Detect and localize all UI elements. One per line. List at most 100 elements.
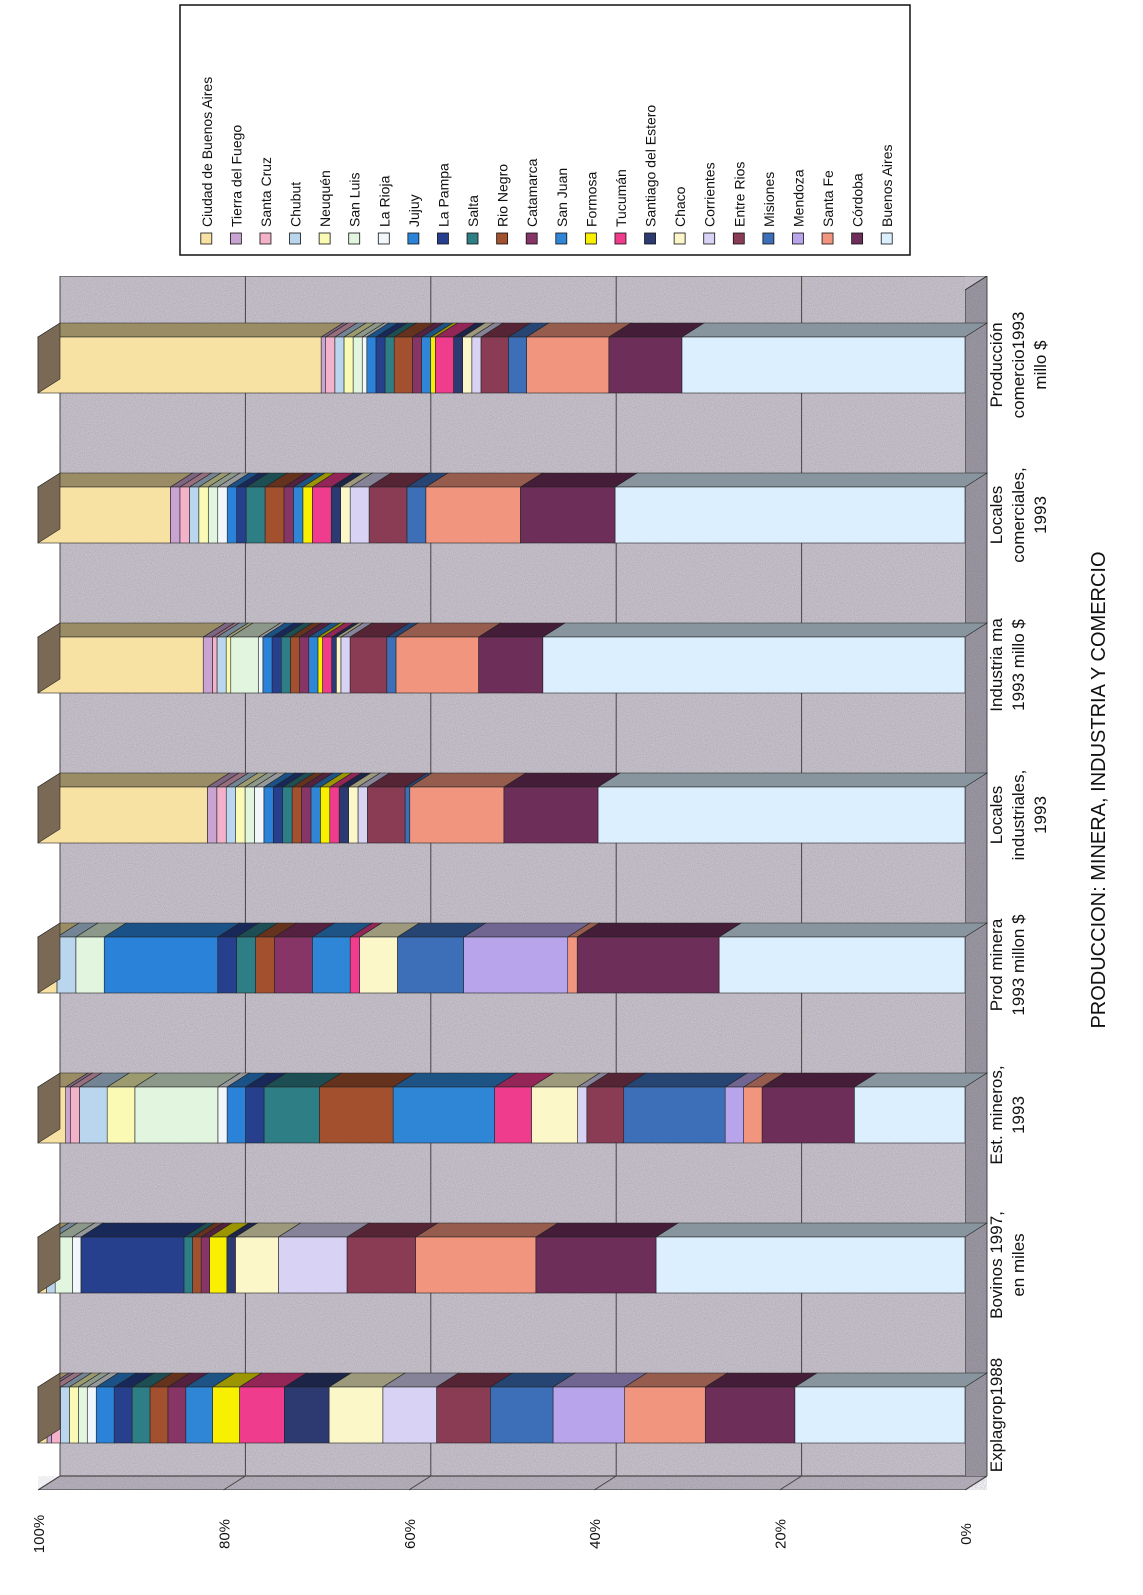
bar-segment-chubut <box>78 1072 131 1144</box>
y-tick-label: 80% <box>216 1519 233 1549</box>
legend-label: Mendoza <box>790 169 806 227</box>
legend-label: San Juan <box>554 168 570 227</box>
legend-label: Santa Cruz <box>258 157 274 227</box>
bar-segment-la-pampa <box>79 1222 207 1294</box>
gridline-side-20 <box>779 1475 802 1491</box>
side-wall <box>36 1475 989 1491</box>
legend-item-corrientes: Corrientes <box>702 162 718 245</box>
legend-swatch <box>407 232 420 245</box>
bar-segment-buenos-aires <box>613 472 989 544</box>
legend-label: Ciudad de Buenos Aires <box>199 77 215 227</box>
legend: Ciudad de Buenos Aires Tierra del Fuego Sa… <box>179 4 911 256</box>
legend-item-ciudad-de-buenos-aires: Ciudad de Buenos Aires <box>199 77 215 245</box>
bar-segment-misiones <box>622 1072 749 1144</box>
bar-cap <box>37 622 61 694</box>
gridline-side-80 <box>223 1475 246 1491</box>
legend-swatch <box>348 232 361 245</box>
legend-swatch <box>555 232 568 245</box>
legend-label: Jujuy <box>406 194 422 227</box>
legend-item-san-juan: San Juan <box>554 168 570 245</box>
bar-segment-tucuman <box>238 1372 308 1444</box>
bar-industria-ma-1993-millo <box>36 622 989 694</box>
legend-item-rio-negro: Rio Negro <box>495 164 511 245</box>
legend-item-santiago-del-estero: Santiago del Estero <box>643 105 659 245</box>
bar-segment-salta <box>262 1072 343 1144</box>
legend-item-chaco: Chaco <box>672 186 688 245</box>
bar-segment-chaco <box>328 1372 406 1444</box>
bar-segment-buenos-aires <box>718 922 989 994</box>
legend-swatch <box>584 232 597 245</box>
x-tick-label: Est. mineros, 1993 <box>987 1065 1028 1164</box>
bar-segment-rio-negro <box>254 922 298 994</box>
legend-swatch <box>851 232 864 245</box>
bar-segment-san-luis <box>229 622 282 694</box>
legend-item-cordoba: Córdoba <box>850 173 866 245</box>
legend-swatch <box>525 232 538 245</box>
bar-segment-chaco <box>234 1222 302 1294</box>
bar-segment-la-pampa <box>113 1372 156 1444</box>
bar-segment-chaco <box>358 922 421 994</box>
back-wall <box>59 275 988 1477</box>
bar-segment-santa-fe <box>408 772 527 844</box>
bar-segment-tucuman <box>321 622 355 694</box>
bar-segment-misiones <box>396 922 487 994</box>
legend-swatch <box>289 232 301 245</box>
legend-label: Neuquén <box>317 170 333 227</box>
legend-item-santa-cruz: Santa Cruz <box>258 157 274 245</box>
plot-area: 0% 20% 40% 60% 80% 100% Explagrop1988 Bovinos 1… <box>31 275 1050 1553</box>
bar-segment-cordoba <box>607 322 705 394</box>
legend-item-la-pampa: La Pampa <box>435 163 451 245</box>
bar-segment-san-luis <box>133 1072 241 1144</box>
legend-item-tierra-del-fuego: Tierra del Fuego <box>228 125 244 245</box>
bar-segment-buenos-aires <box>853 1072 989 1144</box>
bar-segment-la-pampa <box>216 922 260 994</box>
bar-segment-rio-negro <box>148 1372 191 1444</box>
legend-swatch <box>614 232 627 245</box>
bar-locales-comerciales-1993 <box>36 472 989 544</box>
legend-item-chubut: Chubut <box>288 182 304 245</box>
bar-cap <box>37 772 61 844</box>
legend-label: Chaco <box>672 186 688 227</box>
bar-segment-corrientes <box>277 1222 371 1294</box>
bar-segment-san-luis <box>74 922 128 994</box>
legend-swatch <box>880 232 893 245</box>
legend-swatch <box>673 232 686 245</box>
legend-box <box>179 4 911 256</box>
bar-segment-santiago-del-estero <box>283 1372 353 1444</box>
legend-swatch <box>437 232 449 245</box>
bar-segment-corrientes <box>381 1372 460 1444</box>
bar-segment-santa-fe <box>414 1222 559 1294</box>
bar-est-mineros-1993 <box>36 1072 989 1144</box>
legend-label: La Pampa <box>435 163 451 227</box>
bar-explagrop1988 <box>36 1372 989 1444</box>
x-tick-label: Locales industriales, 1993 <box>987 770 1050 861</box>
bar-segment-buenos-aires <box>541 622 989 694</box>
bar-cap <box>37 1222 61 1294</box>
bar-segment-entre-rios <box>585 1072 647 1144</box>
legend-swatch <box>821 232 834 245</box>
legend-label: Corrientes <box>702 162 718 227</box>
bar-segment-buenos-aires <box>596 772 989 844</box>
legend-label: Tierra del Fuego <box>228 125 244 227</box>
bar-locales-industriales-1993 <box>36 772 989 844</box>
legend-item-salta: Salta <box>465 195 481 245</box>
bar-segment-ciudad-de-buenos-aires <box>36 322 345 394</box>
bar-segment-rio-negro <box>318 1072 417 1144</box>
gridline-side-60 <box>408 1475 432 1491</box>
bar-segment-buenos-aires <box>793 1372 989 1444</box>
bar-segment-cordoba <box>534 1222 680 1294</box>
bar-segment-formosa <box>301 472 336 544</box>
legend-item-catamarca: Catamarca <box>524 158 540 245</box>
legend-label: Córdoba <box>850 173 866 227</box>
bar-segment-san-juan <box>311 922 374 994</box>
bar-segment-rio-negro <box>393 322 436 394</box>
x-tick-label: Prod minera 1993 millon $ <box>987 914 1028 1016</box>
legend-swatch <box>229 232 242 245</box>
bar-segment-ciudad-de-buenos-aires <box>36 622 227 694</box>
legend-swatch <box>259 232 272 245</box>
legend-item-neuquen: Neuquén <box>317 170 333 245</box>
bar-cap <box>37 1072 61 1144</box>
legend-swatch <box>466 232 479 245</box>
legend-item-santa-fe: Santa Fe <box>820 170 836 245</box>
